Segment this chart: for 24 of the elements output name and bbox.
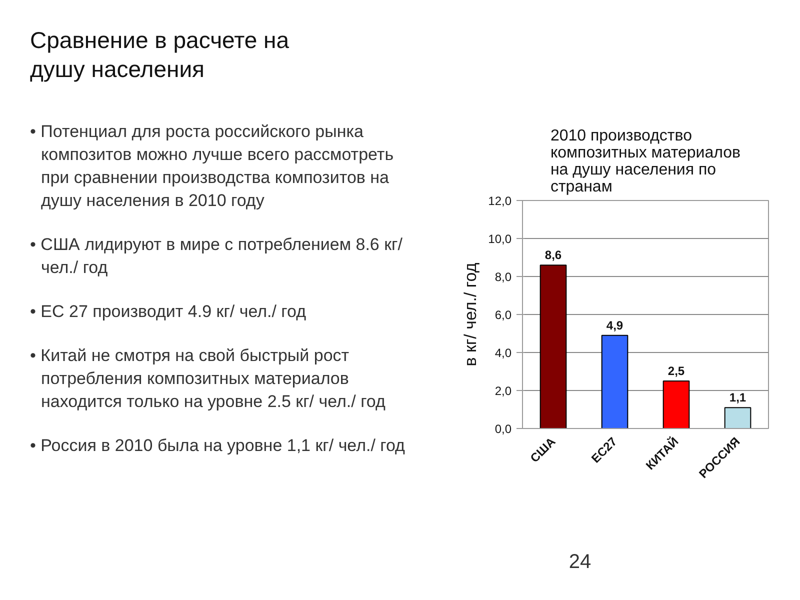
y-axis-title: в кг/ чел./ год <box>461 262 480 366</box>
y-tick-label: 2,0 <box>494 384 512 398</box>
y-tick-label: 12,0 <box>488 194 512 208</box>
bar <box>540 264 567 428</box>
y-tick-label: 10,0 <box>488 232 512 246</box>
text: 24 <box>568 550 592 575</box>
y-tick-label: 4,0 <box>494 346 512 360</box>
bar <box>662 380 690 428</box>
text: • ЕС 27 производит 4.9 кг/ чел./ год <box>30 301 308 323</box>
bar <box>724 407 752 428</box>
text: Сравнение в расчете на душу населения <box>30 26 290 84</box>
data-label: 2,5 <box>668 364 685 378</box>
data-label: 8,6 <box>544 248 562 262</box>
bar <box>601 334 628 428</box>
text: • США лидируют в мире с потреблением 8.6 кг/ чел./ год <box>30 234 404 279</box>
data-label: 1,1 <box>729 390 746 405</box>
y-tick-label: 6,0 <box>494 308 512 322</box>
y-tick-label: 8,0 <box>494 270 512 284</box>
chart-title: 2010 производство композитных материалов на душу населения по странам <box>550 128 741 196</box>
text: • Потенциал для роста российского рынка композитов можно лучше всего рассмотреть при сравнении производства композитов на душу населения в 2010 году <box>30 121 395 212</box>
data-label: 4,9 <box>606 318 624 332</box>
text: • Китай не смотря на свой быстрый рост потребления композитных материалов находится только на уровне 2.5 кг/ чел./ год <box>30 345 386 413</box>
y-tick-label: 0,0 <box>494 422 512 436</box>
text: • Россия в 2010 была на уровне 1,1 кг/ чел./ год <box>30 435 406 457</box>
